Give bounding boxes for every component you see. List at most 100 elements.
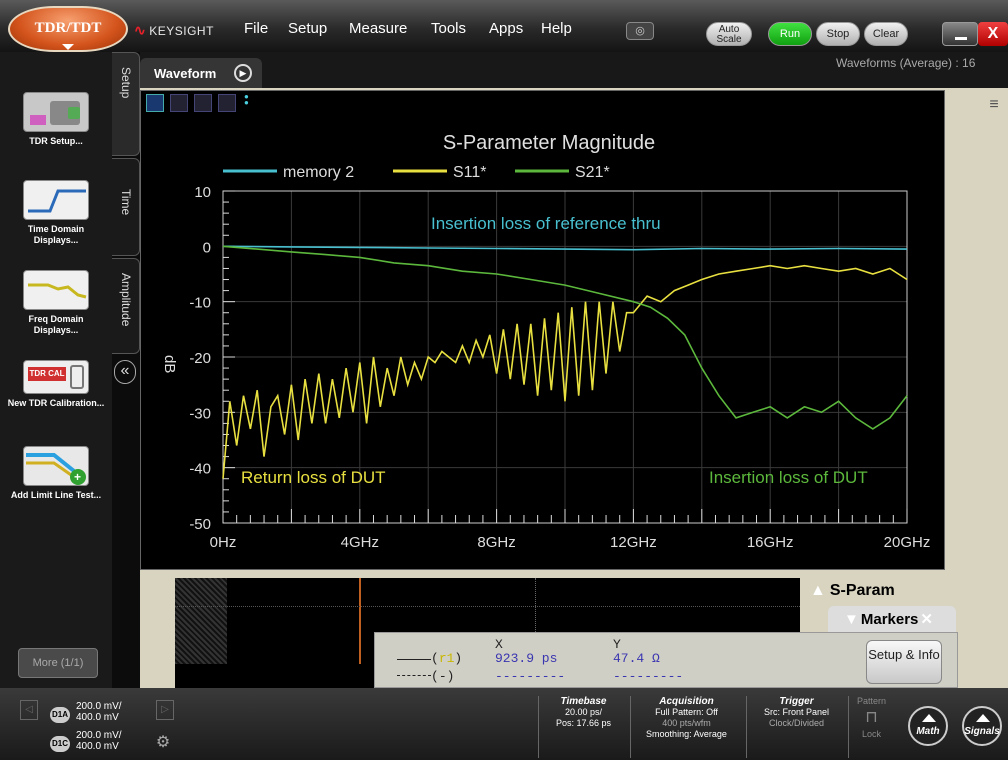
layout-tiled-icon[interactable] (218, 94, 236, 112)
menu-tools[interactable]: Tools (431, 20, 467, 37)
pattern-lock-label: Lock (861, 729, 881, 739)
y-axis-label: dB (161, 355, 178, 373)
lock-icon: ⊓ (865, 709, 878, 726)
channel-d1a[interactable]: D1A 200.0 mV/ 400.0 mV (50, 701, 150, 723)
keysight-wave-icon: ∿ (134, 22, 147, 38)
tab-strip (140, 52, 1008, 88)
more-layouts-icon[interactable]: ● ● (244, 92, 249, 107)
y-tick-label: -40 (189, 461, 211, 478)
marker1-id: (r1) (431, 651, 463, 666)
mode-button[interactable]: TDR/TDT (8, 6, 128, 52)
menu-setup[interactable]: Setup (288, 20, 328, 37)
timeline-hatch (175, 578, 227, 664)
x-tick-label: 12GHz (610, 534, 657, 551)
tdr-setup-tool[interactable]: TDR Setup... (6, 92, 106, 147)
x-tick-label: 0Hz (210, 534, 237, 551)
tdr-cal-icon: TDR CAL (23, 360, 89, 394)
channel-d1c-icon: D1C (50, 736, 70, 752)
acquisition-pattern: Full Pattern: Off (655, 707, 718, 717)
x-header: X (495, 637, 503, 652)
camera-icon[interactable]: ◎ (626, 22, 654, 40)
marker2-y: --------- (613, 669, 684, 684)
timebase-panel[interactable]: Timebase 20.00 ps/Pos: 17.66 ps (538, 696, 628, 758)
svg-text:+: + (74, 470, 81, 484)
legend-label: memory 2 (283, 164, 354, 181)
close-icon[interactable]: ✕ (920, 611, 933, 628)
acquisition-points: 400 pts/wfm (662, 718, 711, 728)
timeline-gridline (175, 606, 800, 607)
sparam-toggle[interactable]: ▲ S-Param (810, 582, 895, 599)
menu-measure[interactable]: Measure (349, 20, 408, 37)
clear-button[interactable]: Clear (864, 22, 908, 46)
series-line-3 (222, 245, 908, 430)
mode-label: TDR/TDT (34, 20, 102, 36)
tool-label: Add Limit Line Test... (10, 490, 102, 500)
tab-time[interactable]: Time (112, 158, 140, 256)
triangle-down-icon: ▼ (844, 611, 859, 628)
marker1-x[interactable]: 923.9 ps (495, 651, 558, 666)
brand-logo: ∿ KEYSIGHT (134, 22, 214, 38)
stop-button[interactable]: Stop (816, 22, 860, 46)
marker1-y[interactable]: 47.4 Ω (613, 651, 660, 666)
limit-line-tool[interactable]: + Add Limit Line Test... (6, 446, 106, 501)
marker2-x: --------- (495, 669, 566, 684)
tdr-calibration-tool[interactable]: TDR CAL New TDR Calibration... (6, 360, 106, 409)
x-tick-label: 20GHz (884, 534, 931, 551)
legend-label: S21* (575, 164, 610, 181)
waveform-info: Waveforms (Average) : 16 (836, 56, 976, 70)
channel-d1a-icon: D1A (50, 707, 70, 723)
layout-quad-icon[interactable] (170, 94, 188, 112)
acquisition-smoothing: Smoothing: Average (646, 729, 727, 739)
tdr-setup-icon (23, 92, 89, 132)
collapse-sidebar-button[interactable]: « (114, 360, 136, 384)
acquisition-panel[interactable]: Acquisition Full Pattern: Off 400 pts/wfm S… (630, 696, 742, 758)
more-button[interactable]: More (1/1) (18, 648, 98, 678)
channel-d1c-scale: 200.0 mV/ (76, 730, 122, 741)
y-tick-label: -50 (189, 516, 211, 533)
minimize-button[interactable] (942, 22, 978, 46)
chart-legend: memory 2 S11* S21* (223, 164, 610, 181)
time-domain-icon (23, 180, 89, 220)
markers-panel: (r1) (-) X 923.9 ps --------- Y 47.4 Ω -… (374, 632, 958, 688)
annotation-insertion-loss: Insertion loss of DUT (709, 468, 868, 487)
time-domain-tool[interactable]: Time Domain Displays... (6, 180, 106, 246)
tool-label: Freq Domain Displays... (28, 314, 84, 335)
channel-prev-icon[interactable]: ◁ (20, 700, 38, 720)
menu-file[interactable]: File (244, 20, 269, 37)
acquisition-title: Acquisition (659, 696, 714, 707)
x-tick-label: 8GHz (477, 534, 515, 551)
markers-tab[interactable]: ▼ Markers ✕ (828, 606, 956, 632)
tab-setup[interactable]: Setup (112, 52, 140, 156)
trigger-title: Trigger (779, 696, 814, 707)
trigger-panel[interactable]: Trigger Src: Front Panel Clock/Divided (746, 696, 846, 758)
y-header: Y (613, 637, 621, 652)
y-tick-label: 0 (203, 239, 211, 256)
chart-title: S-Parameter Magnitude (443, 132, 655, 154)
menu-help[interactable]: Help (541, 20, 572, 37)
layout-single-icon[interactable] (146, 94, 164, 112)
hamburger-menu-icon[interactable]: ≡ (989, 96, 999, 113)
run-button[interactable]: Run (768, 22, 812, 46)
freq-domain-tool[interactable]: Freq Domain Displays... (6, 270, 106, 336)
channel-d1c[interactable]: D1C 200.0 mV/ 400.0 mV (50, 730, 150, 752)
tool-label: Time Domain Displays... (27, 224, 85, 245)
setup-info-button[interactable]: Setup & Info (866, 640, 942, 684)
close-button[interactable]: X (978, 22, 1008, 46)
tab-amplitude[interactable]: Amplitude (112, 258, 140, 354)
y-tick-label: 10 (194, 184, 211, 201)
autoscale-button[interactable]: Auto Scale (706, 22, 752, 46)
marker2-id: (-) (431, 669, 455, 684)
tool-label: TDR Setup... (29, 136, 83, 146)
math-button[interactable]: Math (908, 706, 948, 746)
menu-apps[interactable]: Apps (489, 20, 524, 37)
pattern-panel[interactable]: Pattern ⊓ Lock (848, 696, 894, 758)
layout-stacked-icon[interactable] (194, 94, 212, 112)
timebase-scale: 20.00 ps/ (564, 707, 603, 717)
signals-button[interactable]: Signals (962, 706, 1002, 746)
annotation-reference-thru: Insertion loss of reference thru (431, 214, 661, 233)
timeline-center-line (535, 578, 536, 664)
y-tick-label: -10 (189, 295, 211, 312)
channel-next-icon[interactable]: ▷ (156, 700, 174, 720)
play-icon[interactable]: ▶ (234, 64, 252, 82)
gear-icon[interactable]: ⚙ (155, 734, 171, 751)
